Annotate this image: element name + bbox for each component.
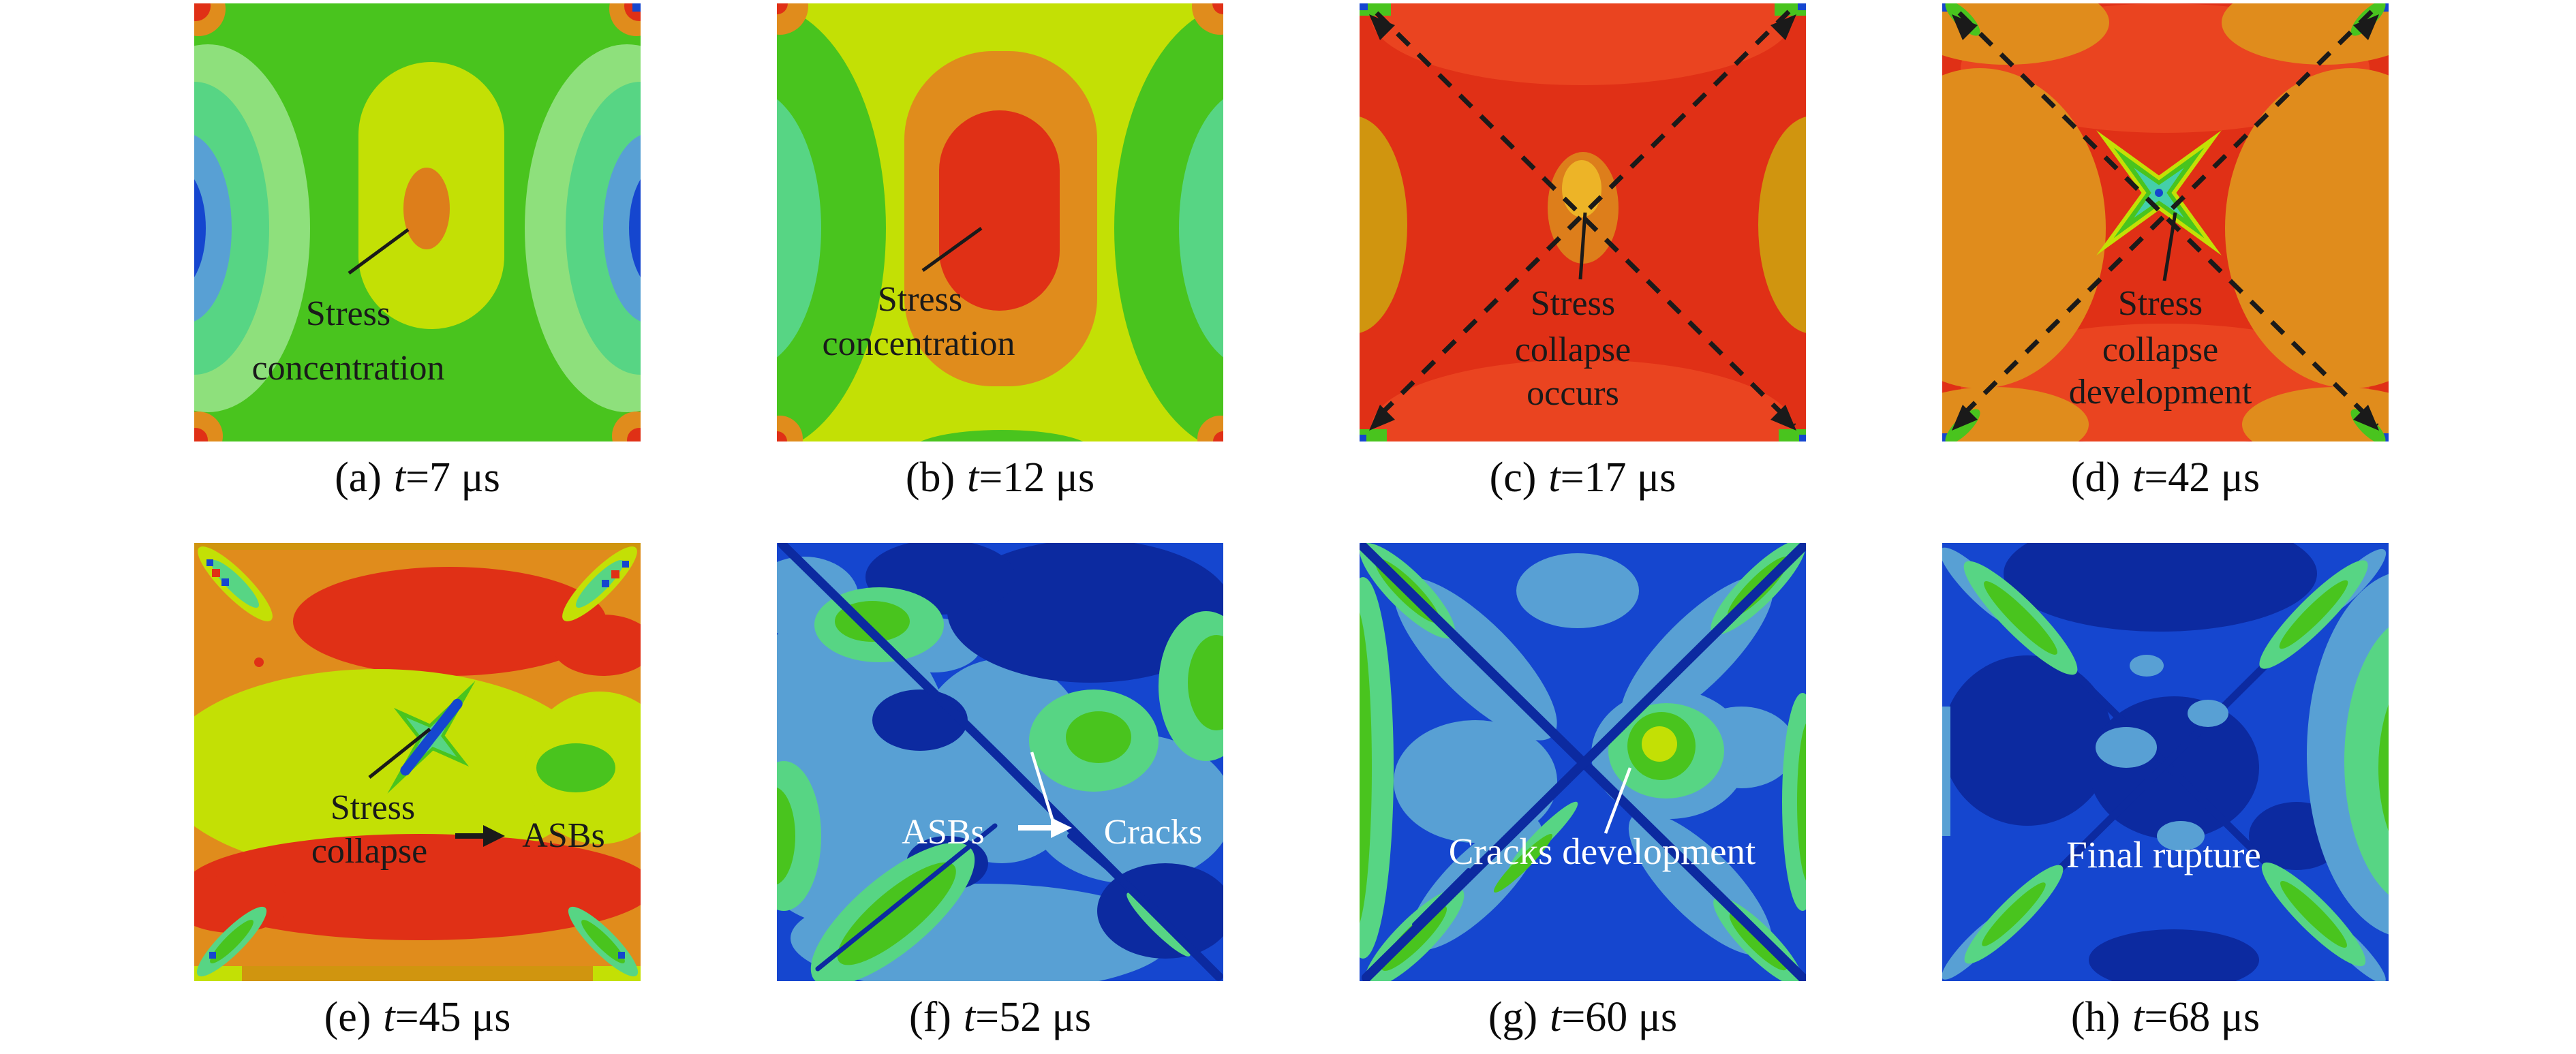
panel-a: Stress concentration (a) t=7 μs [194,3,641,502]
caption-time-value: =12 μs [979,454,1095,501]
panel-a-caption: (a) t=7 μs [194,454,641,502]
caption-time-symbol: t [2132,994,2145,1040]
annotation-pointer-line [368,728,431,779]
caption-time-symbol: t [1548,454,1561,501]
annotation-text: Final rupture [2066,834,2261,875]
panel-f: ASBs Cracks (f) t=52 μs [777,543,1223,1042]
panel-f-contour-plot: ASBs Cracks [777,543,1223,981]
caption-index: (b) [905,454,955,501]
caption-index: (f) [909,994,951,1040]
contour-blobs [194,3,641,441]
contour-blobs [1942,3,2389,441]
panel-b: Stress concentration (b) t=12 μs [777,3,1223,502]
caption-time-value: =68 μs [2144,994,2260,1040]
caption-time-value: =45 μs [395,994,511,1040]
annotation-text-line2: collapse [1515,330,1631,369]
crack-transition-arrow [1018,818,1072,838]
annotation-text-line3: development [2069,373,2252,412]
annotation-text-line1: Stress [878,280,962,319]
annotation-pointer-line [1578,212,1587,280]
annotation-text-line1: Stress [1531,284,1615,323]
annotation-text-line2: concentration [252,349,445,388]
contour-blobs [777,3,1223,441]
caption-time-symbol: t [393,454,406,501]
crack-lines [778,543,1223,981]
caption-time-value: =60 μs [1561,994,1678,1040]
caption-time-symbol: t [1550,994,1562,1040]
caption-index: (c) [1489,454,1537,501]
panel-h-contour-plot: Final rupture [1942,543,2389,981]
caption-time-symbol: t [383,994,395,1040]
annotation-text-line2: collapse [2102,330,2218,369]
caption-time-value: =7 μs [405,454,500,501]
annotation-text-line1: Stress [2118,284,2203,323]
caption-time-symbol: t [2132,454,2145,501]
caption-index: (e) [324,994,371,1040]
caption-time-symbol: t [967,454,979,501]
annotation-pointer-line [1604,767,1632,834]
annotation-text-to: Cracks [1104,813,1202,852]
panel-d-caption: (d) t=42 μs [1942,454,2389,502]
caption-index: (d) [2070,454,2121,501]
panel-e-contour-plot: Stress collapse ASBs [194,543,641,981]
contour-blobs [1360,3,1806,441]
caption-index: (g) [1488,994,1538,1040]
crack-lines [1360,543,1806,981]
annotation-pointer-line [348,228,410,275]
annotation-text: Cracks development [1449,831,1756,872]
panel-a-contour-plot: Stress concentration [194,3,641,441]
caption-time-value: =17 μs [1560,454,1676,501]
annotation-text-line1: Stress [331,788,415,827]
caption-index: (a) [335,454,382,501]
panel-d: Stress collapse development (d) t=42 μs [1942,3,2389,502]
caption-time-symbol: t [963,994,976,1040]
panel-d-contour-plot: Stress collapse development [1942,3,2389,441]
annotation-text-line2: concentration [823,324,1015,363]
annotation-text-arrow-target: ASBs [522,816,604,855]
annotation-text-line3: occurs [1527,374,1619,413]
contour-blobs [1942,543,2389,981]
panel-h-caption: (h) t=68 μs [1942,993,2389,1042]
annotation-text-from: ASBs [902,813,984,852]
panel-g-contour-plot: Cracks development [1360,543,1806,981]
annotation-text-line2: collapse [311,832,427,871]
annotation-pointer-line [1030,751,1054,820]
panel-b-contour-plot: Stress concentration [777,3,1223,441]
caption-time-value: =42 μs [2144,454,2260,501]
panel-g: Cracks development (g) t=60 μs [1360,543,1806,1042]
annotation-pointer-line [2162,212,2177,281]
panel-c-caption: (c) t=17 μs [1360,454,1806,502]
panel-e-caption: (e) t=45 μs [194,993,641,1042]
contour-blobs [194,543,641,981]
shear-direction-dashed-arrows [1952,10,2379,431]
panel-c-contour-plot: Stress collapse occurs [1360,3,1806,441]
annotation-text-line1: Stress [306,294,390,333]
caption-index: (h) [2070,994,2121,1040]
panel-f-caption: (f) t=52 μs [777,993,1223,1042]
panel-c: Stress collapse occurs (c) t=17 μs [1360,3,1806,502]
panel-h: Final rupture (h) t=68 μs [1942,543,2389,1042]
caption-time-value: =52 μs [975,994,1091,1040]
panel-g-caption: (g) t=60 μs [1360,993,1806,1042]
panel-b-caption: (b) t=12 μs [777,454,1223,502]
annotation-pointer-line [921,226,983,273]
asb-transition-arrow [455,825,505,847]
panel-e: Stress collapse ASBs (e) t=45 μs [194,543,641,1042]
